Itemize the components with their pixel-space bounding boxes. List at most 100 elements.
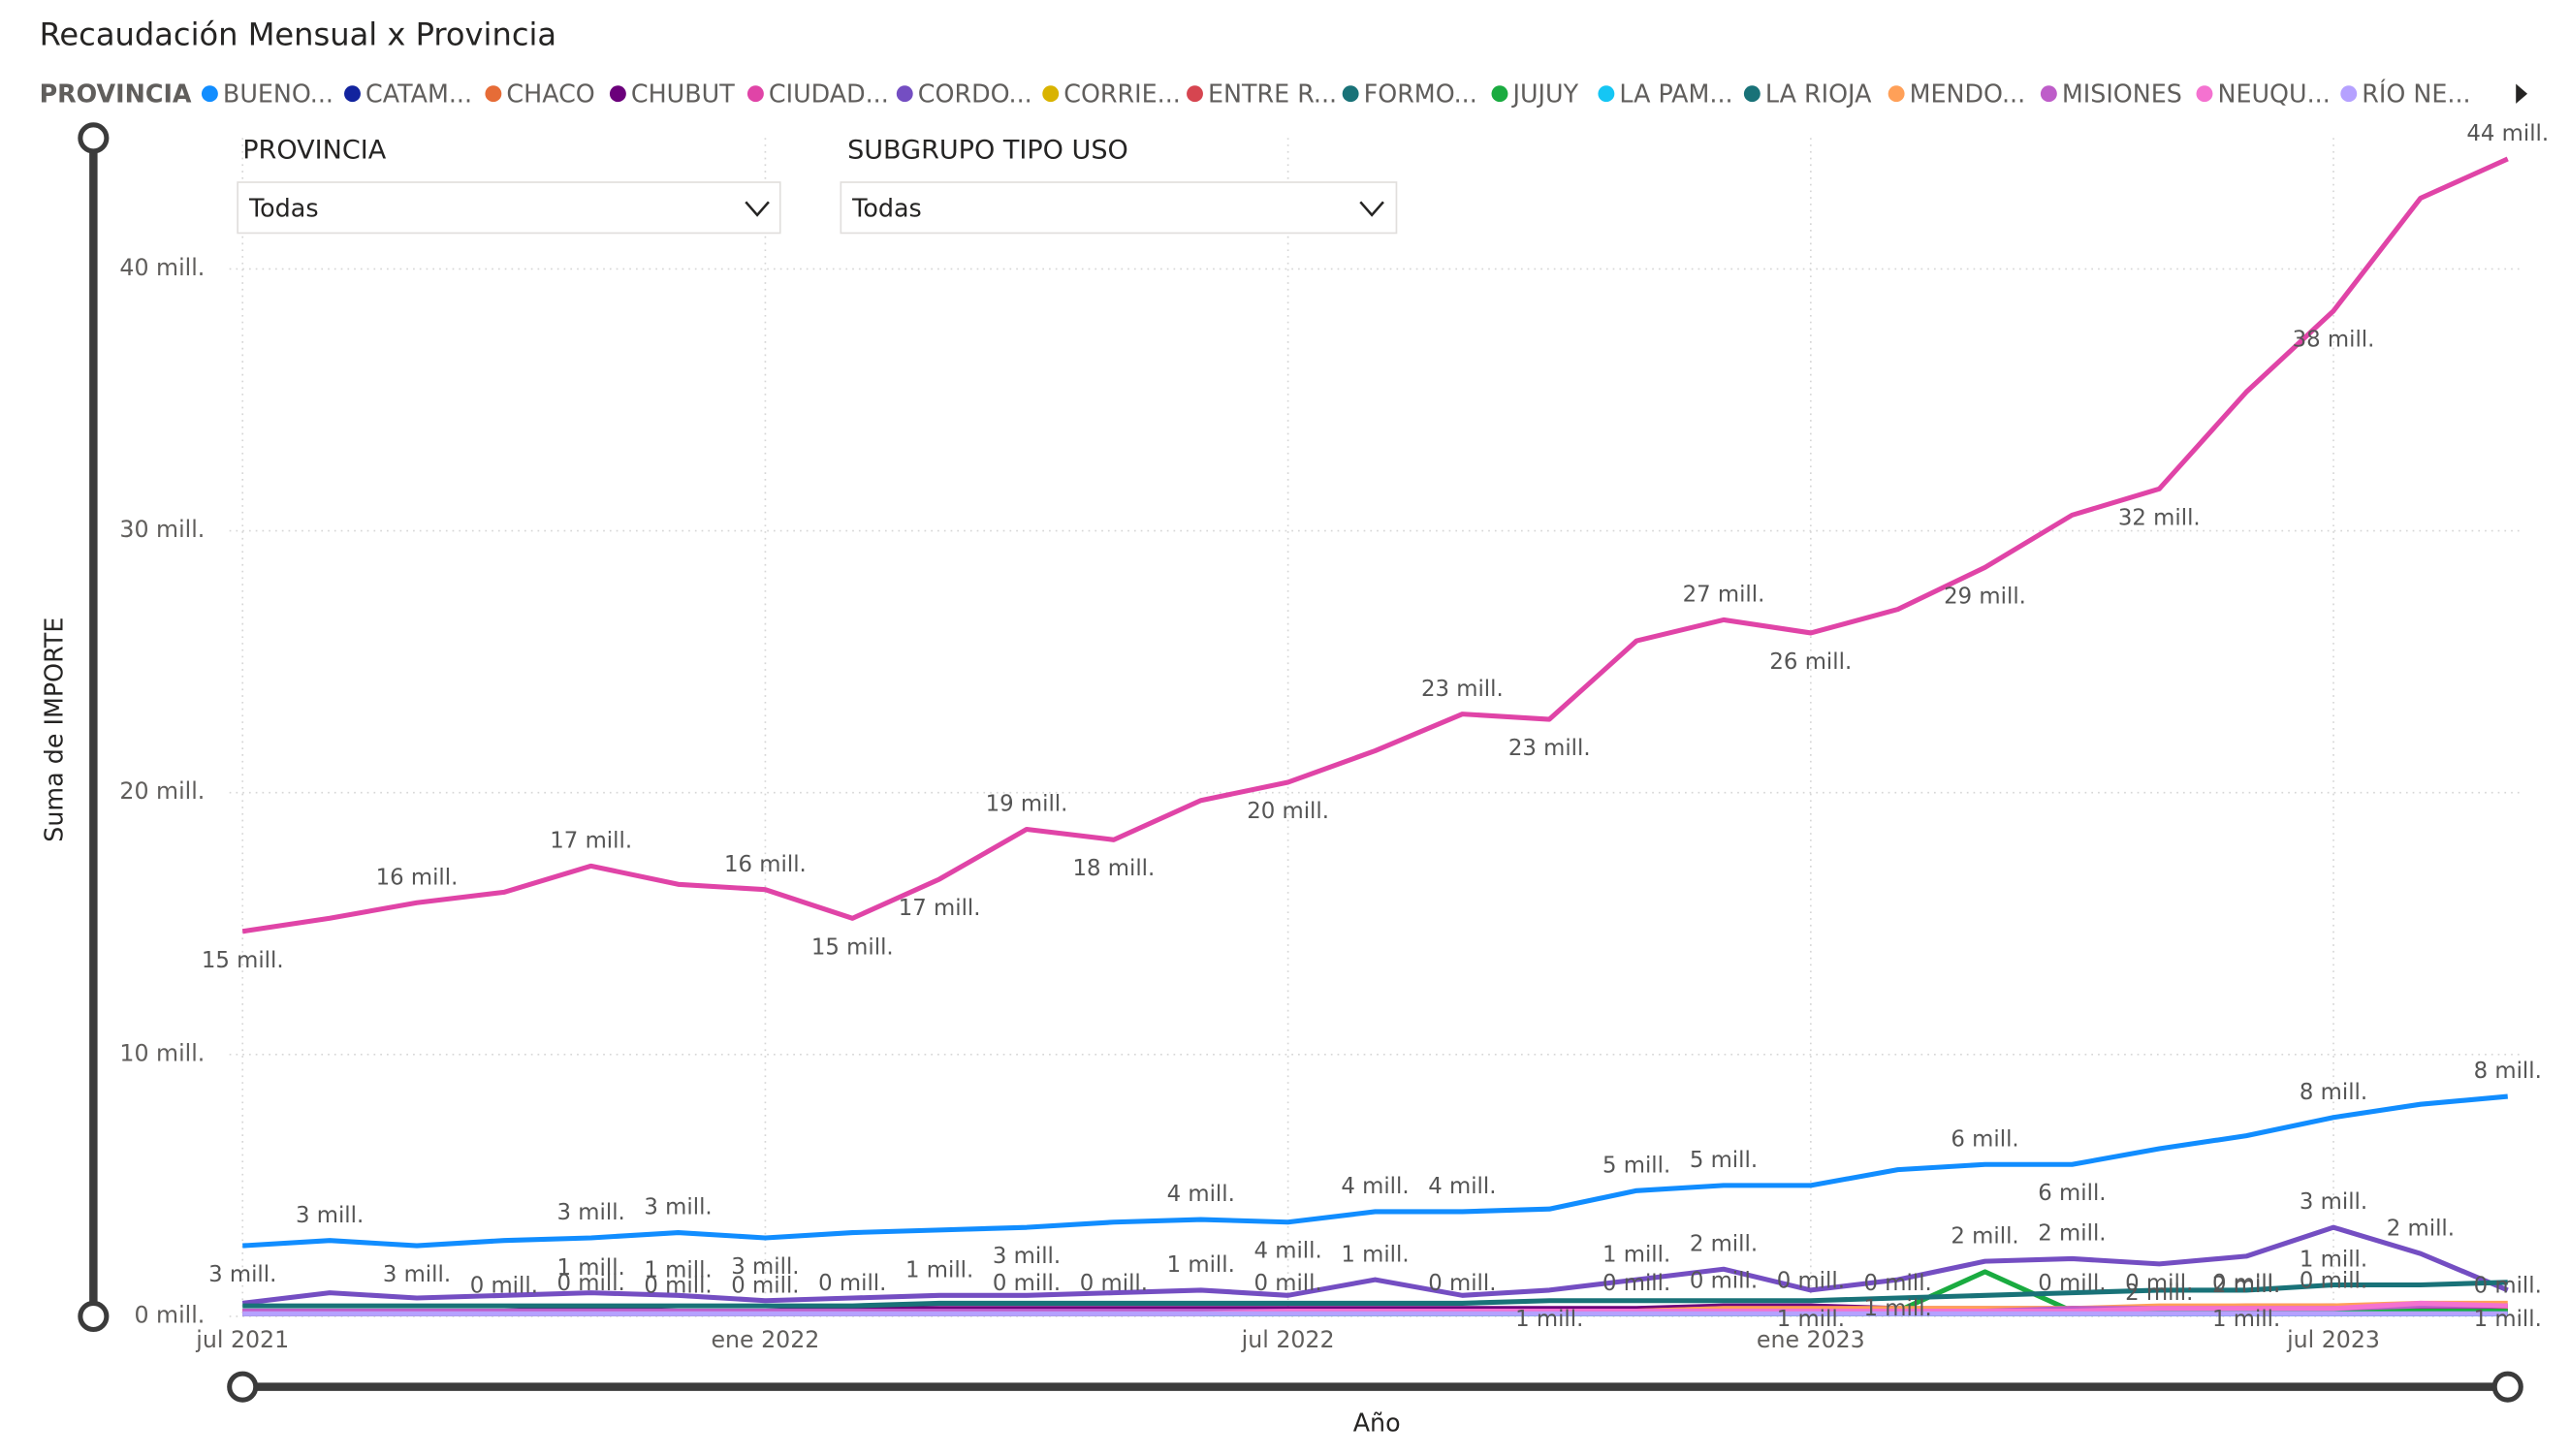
data-label: 3 mill. (208, 1262, 276, 1287)
slicer-dropdown[interactable] (840, 181, 1398, 235)
legend-next-arrow[interactable] (2516, 83, 2528, 104)
x-slider-handle[interactable] (227, 1371, 259, 1403)
data-label: 1 mill. (1515, 1307, 1583, 1332)
slicer-value: Todas (851, 194, 922, 223)
data-label: 3 mill. (296, 1203, 364, 1228)
legend-label: LA RIOJA (1765, 79, 1872, 108)
data-label: 5 mill. (1602, 1153, 1670, 1178)
data-label: 0 mill. (1777, 1268, 1845, 1293)
data-label: 3 mill. (644, 1195, 712, 1220)
legend-marker (2196, 85, 2213, 103)
x-tick-label: jul 2022 (1241, 1326, 1335, 1353)
legend-marker (1042, 85, 1060, 103)
data-label: 6 mill. (2038, 1181, 2106, 1206)
data-label: 0 mill. (2300, 1268, 2367, 1293)
data-label: 4 mill. (1428, 1174, 1496, 1199)
data-label: 1 mill. (1167, 1252, 1235, 1278)
data-label: 5 mill. (1690, 1148, 1758, 1173)
x-slider-handle[interactable] (2491, 1371, 2523, 1403)
data-label: 1 mill. (2212, 1307, 2280, 1332)
data-label: 0 mill. (1080, 1271, 1148, 1296)
data-label: 26 mill. (1769, 649, 1852, 675)
legend-marker (1187, 85, 1203, 103)
data-label: 16 mill. (376, 865, 459, 890)
legend-marker (2040, 85, 2057, 103)
data-label: 0 mill. (644, 1274, 712, 1299)
data-label: 44 mill. (2466, 121, 2549, 146)
data-label: 0 mill. (470, 1274, 538, 1299)
legend-label: CIUDAD... (769, 79, 889, 108)
data-label: 0 mill. (1428, 1271, 1496, 1296)
data-label: 6 mill. (1951, 1126, 2018, 1152)
y-tick-label: 10 mill. (119, 1039, 205, 1066)
data-label: 27 mill. (1683, 583, 1765, 608)
x-tick-label: jul 2021 (195, 1326, 289, 1353)
data-label: 29 mill. (1944, 584, 2026, 609)
data-label: 2 mill. (1951, 1223, 2018, 1249)
legend-label: CHACO (506, 79, 594, 108)
y-tick-label: 0 mill. (134, 1301, 205, 1328)
legend-label: FORMO... (1364, 79, 1477, 108)
legend-label: NEUQU... (2218, 79, 2331, 108)
data-label: 1 mill. (1777, 1307, 1845, 1332)
legend-marker (1342, 85, 1359, 103)
data-label: 23 mill. (1421, 677, 1504, 702)
legend-label: JUJUY (1511, 79, 1579, 108)
legend-label: BUENO... (223, 79, 333, 108)
data-label: 0 mill. (2038, 1271, 2106, 1296)
legend-label: MISIONES (2062, 79, 2182, 108)
legend-marker (1888, 85, 1905, 103)
x-axis-title: Año (1353, 1409, 1401, 1438)
data-label: 0 mill. (1690, 1268, 1758, 1293)
data-label: 0 mill. (1864, 1271, 1932, 1296)
data-label: 2 mill. (2387, 1216, 2455, 1241)
data-label: 3 mill. (993, 1244, 1061, 1269)
y-slider-handle[interactable] (78, 1300, 110, 1333)
legend-label: MENDO... (1910, 79, 2026, 108)
legend-label: CORDO... (918, 79, 1032, 108)
data-label: 0 mill. (993, 1271, 1061, 1296)
legend-label: LA PAM... (1619, 79, 1732, 108)
legend-marker (1743, 85, 1761, 103)
slicer-dropdown[interactable] (237, 181, 781, 235)
data-label: 15 mill. (811, 934, 894, 960)
x-tick-label: ene 2022 (712, 1326, 820, 1353)
data-label: 1 mill. (2474, 1307, 2542, 1332)
data-label: 3 mill. (731, 1254, 799, 1280)
legend-title: PROVINCIA (40, 79, 192, 108)
data-label: 3 mill. (383, 1262, 451, 1287)
data-label: 4 mill. (1167, 1182, 1235, 1207)
data-label: 18 mill. (1072, 856, 1155, 881)
legend-marker (1598, 85, 1615, 103)
data-label: 20 mill. (1247, 799, 1329, 824)
dropdown-arrow (745, 201, 770, 217)
lines (241, 156, 2509, 1316)
legend-marker (609, 85, 626, 103)
data-label: 1 mill. (557, 1255, 625, 1281)
y-tick-label: 20 mill. (119, 777, 205, 805)
data-label: 15 mill. (202, 948, 284, 973)
legend-label: RÍO NE... (2362, 79, 2470, 108)
data-label: 0 mill. (2212, 1271, 2280, 1296)
data-label: 4 mill. (1253, 1239, 1321, 1264)
chart-title: Recaudación Mensual x Provincia (40, 16, 557, 53)
y-slider-handle[interactable] (78, 122, 110, 154)
data-label: 8 mill. (2474, 1059, 2542, 1084)
legend-marker (201, 85, 218, 103)
data-label: 23 mill. (1508, 736, 1591, 761)
y-tick-label: 30 mill. (119, 516, 205, 543)
data-label: 19 mill. (986, 792, 1068, 817)
series-line (241, 1224, 2509, 1306)
grid (229, 138, 2524, 1317)
legend-marker (344, 85, 361, 103)
data-label: 1 mill. (644, 1257, 712, 1282)
data-label: 3 mill. (557, 1200, 625, 1225)
legend-marker (485, 85, 502, 103)
data-label: 0 mill. (818, 1271, 886, 1296)
data-label: 32 mill. (2118, 505, 2201, 530)
dropdown-arrow (1359, 201, 1384, 217)
legend-marker (1491, 85, 1508, 103)
